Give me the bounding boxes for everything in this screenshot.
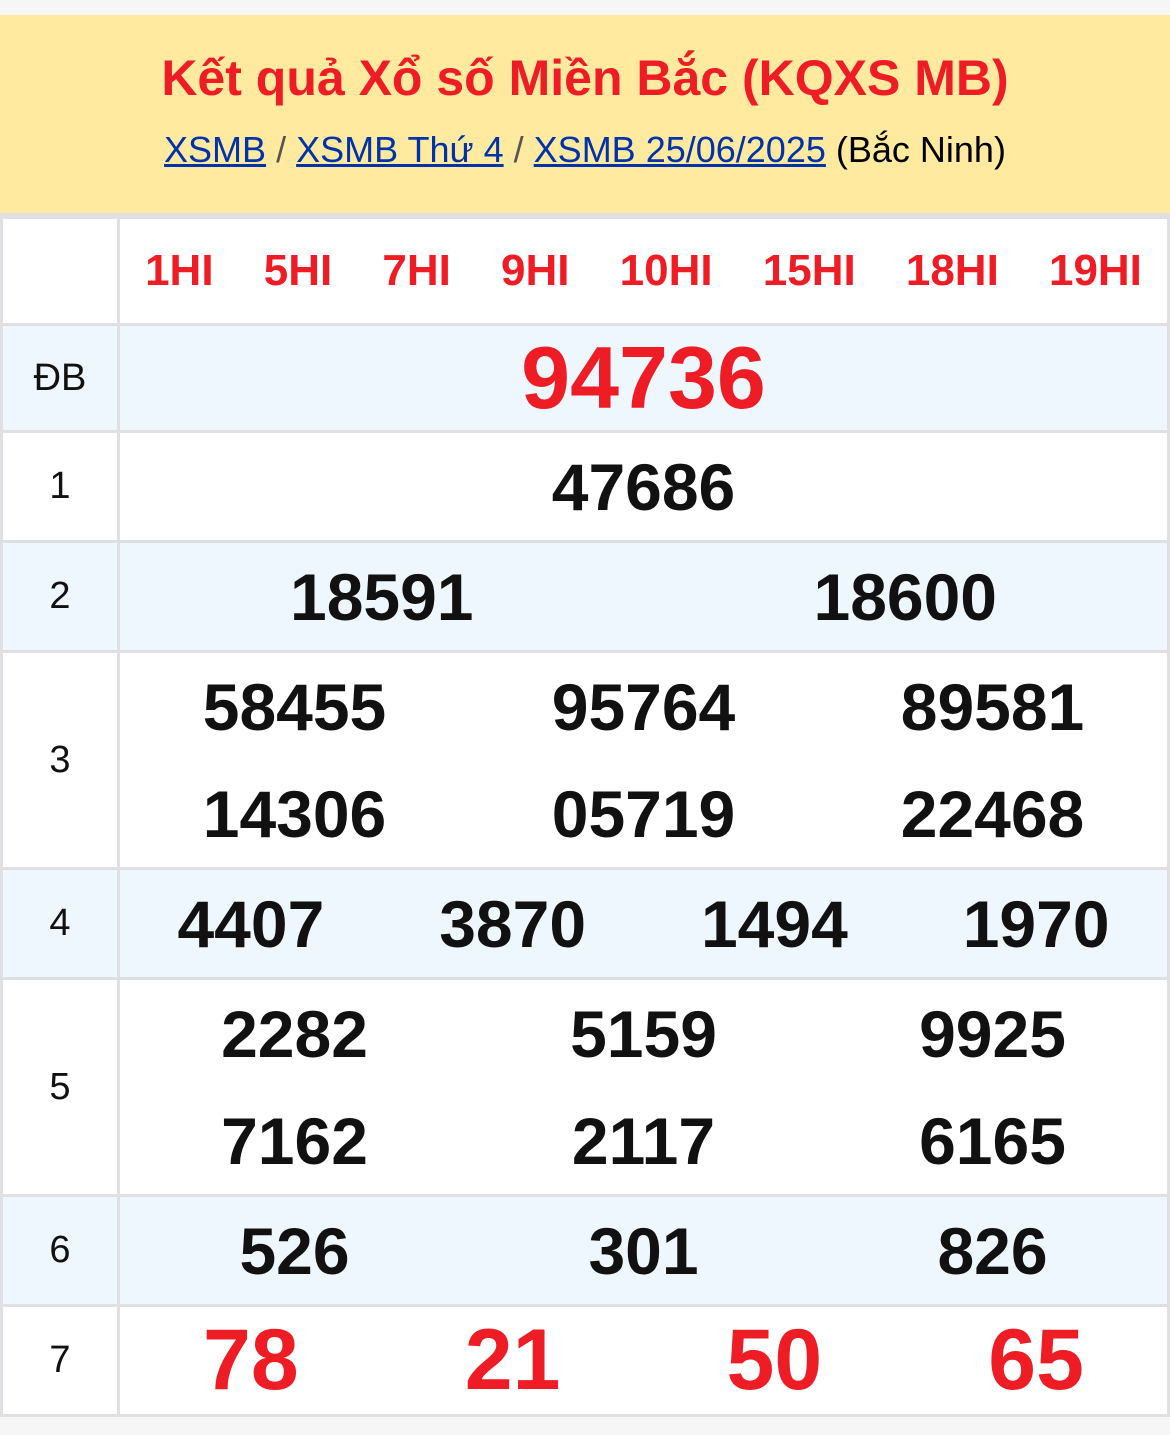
prize-numbers: 58455 95764 89581 14306 05719 22468 [117, 650, 1170, 870]
prize-number: 94736 [521, 328, 766, 427]
province-label: (Bắc Ninh) [835, 129, 1006, 170]
prize-row-p4: 4 4407 3870 1494 1970 [0, 867, 1170, 980]
prize-number: 47686 [551, 449, 736, 524]
prize-numbers: 526 301 826 [117, 1194, 1170, 1307]
code-label: 10HI [619, 246, 713, 295]
prize-numbers: 78 21 50 65 [117, 1304, 1170, 1417]
prize-numbers: 47686 [117, 430, 1170, 543]
prize-number: 14306 [202, 776, 387, 851]
prize-number: 2282 [221, 996, 368, 1071]
prize-number: 2117 [571, 1103, 716, 1178]
code-label: 9HI [501, 246, 570, 295]
codes-row: 1HI 5HI 7HI 9HI 10HI 15HI 18HI 19HI [0, 216, 1170, 326]
code-label: 7HI [382, 246, 451, 295]
breadcrumb-separator: / [276, 129, 287, 170]
prize-row-p2: 2 18591 18600 [0, 540, 1170, 653]
prize-number: 9925 [919, 996, 1066, 1071]
page-title: Kết quả Xổ số Miền Bắc (KQXS MB) [161, 50, 1009, 106]
prize-number: 1494 [700, 886, 848, 961]
code-label: 1HI [145, 246, 214, 295]
prize-number: 50 [726, 1312, 823, 1408]
prize-label: 5 [0, 977, 120, 1197]
prize-label: ĐB [0, 323, 120, 433]
breadcrumb-xsmb-weekday[interactable]: XSMB Thứ 4 [296, 129, 504, 170]
code-label: 15HI [762, 246, 856, 295]
empty-cell [0, 216, 120, 326]
prize-numbers: 2282 5159 9925 7162 2117 6165 [117, 977, 1170, 1197]
prize-number: 6165 [919, 1103, 1066, 1178]
prize-number: 65 [988, 1312, 1084, 1408]
prize-numbers: 4407 3870 1494 1970 [117, 867, 1170, 980]
prize-label: 3 [0, 650, 120, 870]
prize-label: 1 [0, 430, 120, 543]
breadcrumb-xsmb[interactable]: XSMB [164, 129, 267, 170]
prize-number: 18591 [289, 559, 474, 634]
prize-number: 18600 [813, 559, 998, 634]
prize-row-db: ĐB 94736 [0, 323, 1170, 433]
prize-number: 1970 [962, 886, 1110, 961]
results-header: Kết quả Xổ số Miền Bắc (KQXS MB) XSMB / … [0, 15, 1170, 216]
breadcrumb-separator: / [513, 129, 524, 170]
prize-label: 7 [0, 1304, 120, 1417]
prize-number: 95764 [551, 669, 736, 744]
codes-cell: 1HI 5HI 7HI 9HI 10HI 15HI 18HI 19HI [117, 216, 1170, 326]
prize-row-p6: 6 526 301 826 [0, 1194, 1170, 1307]
code-label: 5HI [263, 246, 333, 295]
prize-number: 4407 [177, 886, 325, 961]
prize-number: 826 [937, 1213, 1048, 1288]
prize-number: 78 [203, 1312, 299, 1408]
prize-row-p3: 3 58455 95764 89581 14306 05719 22468 [0, 650, 1170, 870]
prize-row-p7: 7 78 21 50 65 [0, 1304, 1170, 1417]
prize-number: 526 [239, 1213, 350, 1288]
prize-number: 21 [464, 1312, 561, 1408]
prize-number: 22468 [900, 776, 1085, 851]
prize-number: 58455 [202, 669, 387, 744]
prize-number: 3870 [439, 886, 587, 961]
results-panel: Kết quả Xổ số Miền Bắc (KQXS MB) XSMB / … [0, 15, 1170, 1417]
prize-number: 7162 [221, 1103, 368, 1178]
prize-number: 05719 [551, 776, 736, 851]
code-label: 19HI [1048, 246, 1142, 295]
prize-label: 6 [0, 1194, 120, 1307]
prize-number: 301 [588, 1213, 699, 1288]
prize-label: 2 [0, 540, 120, 653]
prize-row-p5: 5 2282 5159 9925 7162 2117 6165 [0, 977, 1170, 1197]
breadcrumb-xsmb-date[interactable]: XSMB 25/06/2025 [533, 129, 826, 170]
special-prize: 94736 [117, 323, 1170, 433]
prize-row-p1: 1 47686 [0, 430, 1170, 543]
code-label: 18HI [905, 246, 999, 295]
prize-number: 89581 [900, 669, 1085, 744]
prize-label: 4 [0, 867, 120, 980]
prize-numbers: 18591 18600 [117, 540, 1170, 653]
prize-number: 5159 [570, 996, 717, 1071]
breadcrumb: XSMB / XSMB Thứ 4 / XSMB 25/06/2025 (Bắc… [0, 129, 1170, 171]
